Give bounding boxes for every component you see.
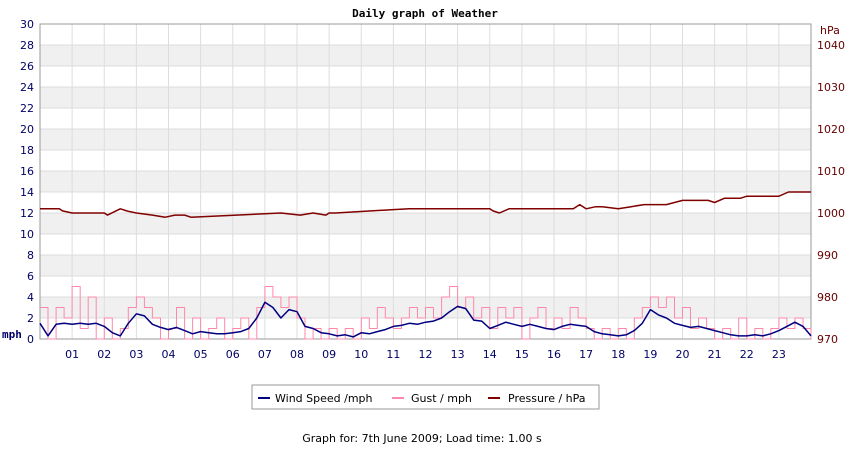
x-tick-label: 16 [547, 348, 561, 361]
right-tick-label: 1010 [817, 165, 845, 178]
right-tick-label: 1030 [817, 81, 845, 94]
series-layer [39, 191, 812, 340]
left-tick-label: 14 [20, 186, 34, 199]
legend-label-gust: Gust / mph [411, 392, 472, 405]
legend-label-wind: Wind Speed /mph [275, 392, 373, 405]
x-tick-label: 20 [676, 348, 690, 361]
x-axis-ticks: 01 02 03 04 05 06 07 08 09 10 11 12 13 14 15 16 17 18 19 20… [65, 348, 786, 361]
x-tick-label: 01 [65, 348, 79, 361]
x-tick-label: 11 [386, 348, 400, 361]
left-tick-label: 2 [27, 312, 34, 325]
x-tick-label: 17 [579, 348, 593, 361]
x-tick-label: 04 [162, 348, 176, 361]
x-tick-label: 10 [354, 348, 368, 361]
left-axis-unit: mph [2, 328, 22, 341]
x-tick-label: 23 [772, 348, 786, 361]
x-tick-label: 05 [194, 348, 208, 361]
right-axis-unit: hPa [820, 24, 840, 37]
x-tick-label: 12 [419, 348, 433, 361]
legend-frame [251, 384, 600, 410]
right-tick-label: 1000 [817, 207, 845, 220]
legend-label-pressure: Pressure / hPa [508, 392, 586, 405]
left-tick-label: 24 [20, 81, 34, 94]
left-tick-label: 22 [20, 102, 34, 115]
left-tick-label: 6 [27, 270, 34, 283]
chart-title: Daily graph of Weather [352, 7, 498, 20]
left-tick-label: 20 [20, 123, 34, 136]
footer-text: Graph for: 7th June 2009; Load time: 1.0… [302, 432, 542, 445]
legend: Wind Speed /mph Gust / mph Pressure / hP… [251, 384, 600, 410]
left-tick-label: 26 [20, 60, 34, 73]
wind-speed-line [39, 301, 812, 338]
left-tick-label: 10 [20, 228, 34, 241]
left-tick-label: 16 [20, 165, 34, 178]
x-tick-label: 19 [643, 348, 657, 361]
left-tick-label: 18 [20, 144, 34, 157]
x-tick-label: 14 [483, 348, 497, 361]
left-tick-label: 30 [20, 18, 34, 31]
right-tick-label: 990 [817, 249, 838, 262]
left-tick-label: 8 [27, 249, 34, 262]
x-tick-label: 07 [258, 348, 272, 361]
x-tick-label: 09 [322, 348, 336, 361]
left-tick-label: 4 [27, 291, 34, 304]
x-tick-label: 03 [129, 348, 143, 361]
x-tick-label: 21 [708, 348, 722, 361]
x-tick-label: 13 [451, 348, 465, 361]
plot-frame [39, 23, 812, 340]
gust-line [40, 286, 812, 340]
right-tick-label: 980 [817, 291, 838, 304]
x-tick-label: 22 [740, 348, 754, 361]
x-tick-label: 15 [515, 348, 529, 361]
right-tick-label: 1020 [817, 123, 845, 136]
right-axis-ticks: 970 980 990 1000 1010 1020 1030 1040 [817, 39, 845, 346]
pressure-line [40, 191, 811, 218]
x-tick-label: 06 [226, 348, 240, 361]
x-tick-label: 08 [290, 348, 304, 361]
right-tick-label: 970 [817, 333, 838, 346]
left-tick-label: 12 [20, 207, 34, 220]
left-tick-label: 0 [27, 333, 34, 346]
left-tick-label: 28 [20, 39, 34, 52]
right-tick-label: 1040 [817, 39, 845, 52]
x-tick-label: 18 [611, 348, 625, 361]
x-tick-label: 02 [97, 348, 111, 361]
